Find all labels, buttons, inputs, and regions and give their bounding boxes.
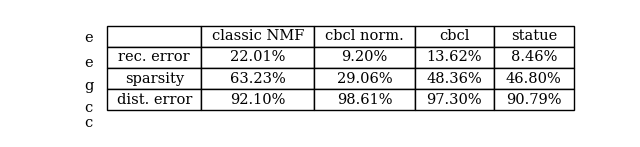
- Text: e: e: [84, 56, 93, 70]
- Text: g: g: [84, 78, 93, 93]
- Text: c: c: [84, 116, 92, 130]
- Text: e: e: [84, 31, 93, 45]
- Text: c: c: [84, 101, 92, 115]
